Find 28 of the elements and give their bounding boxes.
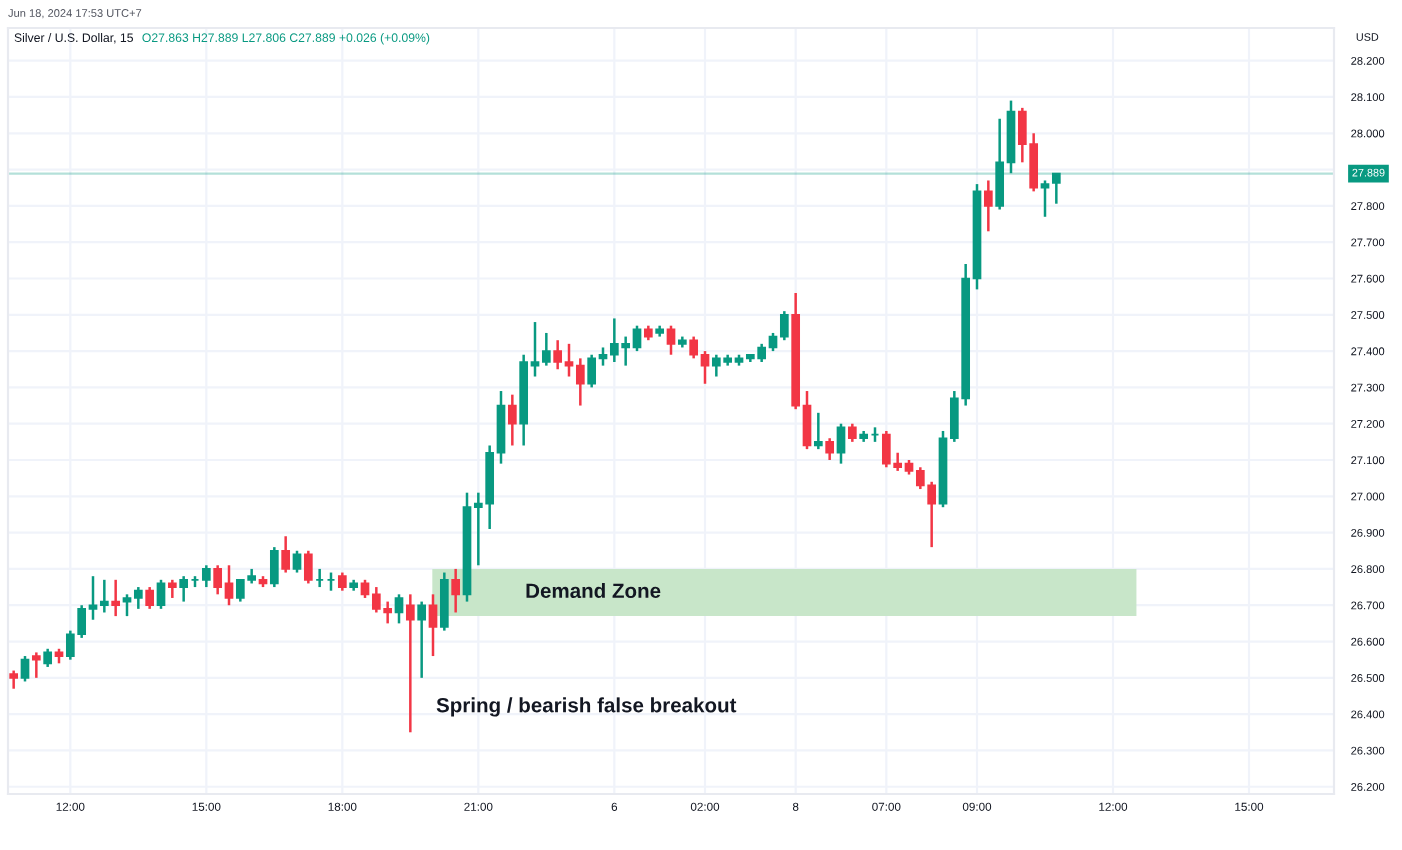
candlestick bbox=[156, 578, 166, 611]
candlestick bbox=[167, 578, 177, 600]
candlestick bbox=[303, 549, 313, 585]
candlestick bbox=[292, 549, 302, 574]
candlestick bbox=[666, 324, 676, 356]
candlestick bbox=[269, 545, 279, 589]
candlestick bbox=[20, 654, 30, 683]
candlestick bbox=[145, 585, 155, 611]
candlestick bbox=[405, 593, 415, 734]
candlestick bbox=[983, 179, 993, 233]
annotation: Spring / bearish false breakout bbox=[436, 697, 737, 717]
candlestick bbox=[836, 422, 846, 465]
candlestick bbox=[847, 422, 857, 444]
candlestick bbox=[507, 393, 517, 447]
band-label: Demand Zone bbox=[526, 582, 661, 599]
candlestick bbox=[9, 669, 19, 690]
candlestick bbox=[813, 411, 823, 451]
candlestick bbox=[43, 647, 53, 669]
candlestick bbox=[281, 535, 291, 574]
candlestick bbox=[31, 651, 41, 680]
candlestick bbox=[439, 571, 449, 632]
candlestick bbox=[337, 571, 347, 592]
candlestick bbox=[428, 593, 438, 658]
candlestick bbox=[394, 593, 404, 625]
candlestick bbox=[825, 436, 835, 462]
candlestick bbox=[111, 578, 121, 618]
candlestick bbox=[417, 600, 427, 680]
candlestick bbox=[451, 567, 461, 614]
